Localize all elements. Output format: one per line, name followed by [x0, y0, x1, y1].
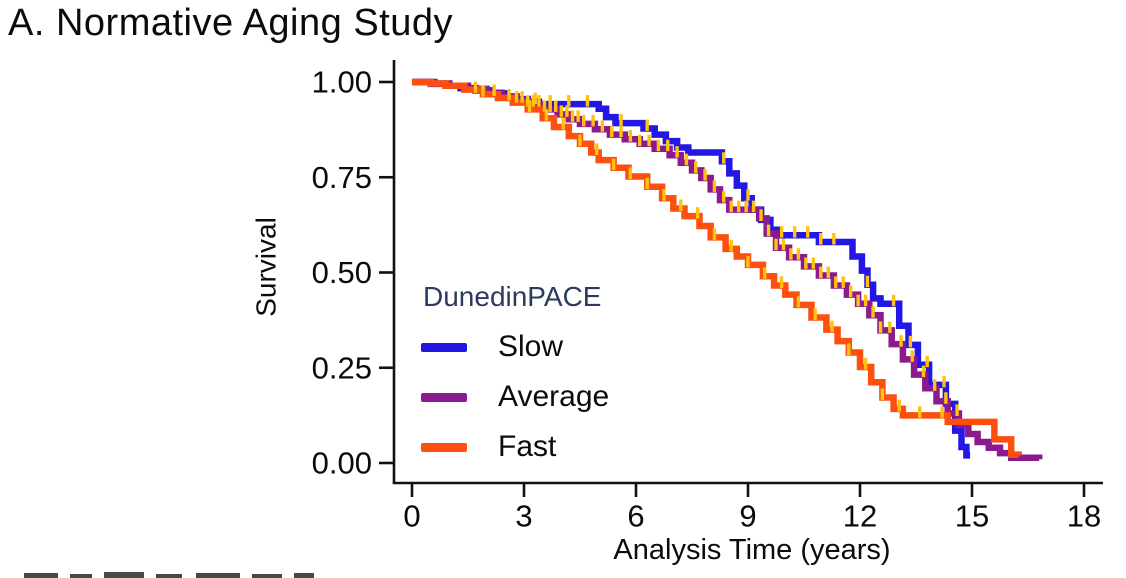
y-tick-label: 0.50: [312, 255, 372, 290]
x-tick-label: 9: [739, 498, 756, 533]
x-tick-label: 3: [515, 498, 532, 533]
legend-swatch: [421, 392, 467, 402]
bottom-crop-sliver: [24, 573, 58, 578]
legend-item-label: Average: [498, 380, 610, 413]
legend-item-label: Fast: [498, 430, 557, 463]
panel-title: A. Normative Aging Study: [8, 2, 453, 44]
survival-curve-fast: [412, 78, 1022, 458]
y-tick-label: 0.75: [312, 160, 372, 195]
y-axis-label: Survival: [251, 217, 282, 317]
x-tick-label: 6: [627, 498, 644, 533]
bottom-crop-sliver: [70, 574, 92, 578]
bottom-crop-sliver: [104, 572, 144, 578]
x-tick-label: 15: [955, 498, 989, 533]
x-axis-label: Analysis Time (years): [613, 534, 890, 566]
bottom-crop-sliver: [156, 574, 182, 578]
x-tick-label: 18: [1067, 498, 1101, 533]
legend-item-fast: Fast: [421, 422, 609, 472]
bottom-crop-sliver: [252, 574, 282, 578]
legend-swatch: [421, 342, 467, 352]
legend: DunedinPACE Slow Average Fast: [421, 281, 609, 472]
legend-item-slow: Slow: [421, 322, 609, 372]
x-tick-label: 0: [403, 498, 420, 533]
y-tick-label: 0.25: [312, 350, 372, 385]
legend-item-label: Slow: [498, 330, 564, 363]
x-tick-label: 12: [843, 498, 877, 533]
legend-title: DunedinPACE: [423, 281, 602, 312]
bottom-crop-sliver: [294, 573, 314, 578]
bottom-crop-sliver: [196, 573, 240, 578]
y-tick-label: 1.00: [312, 65, 372, 100]
y-tick-label: 0.00: [312, 446, 372, 481]
legend-item-average: Average: [421, 372, 609, 422]
legend-swatch: [421, 442, 467, 452]
